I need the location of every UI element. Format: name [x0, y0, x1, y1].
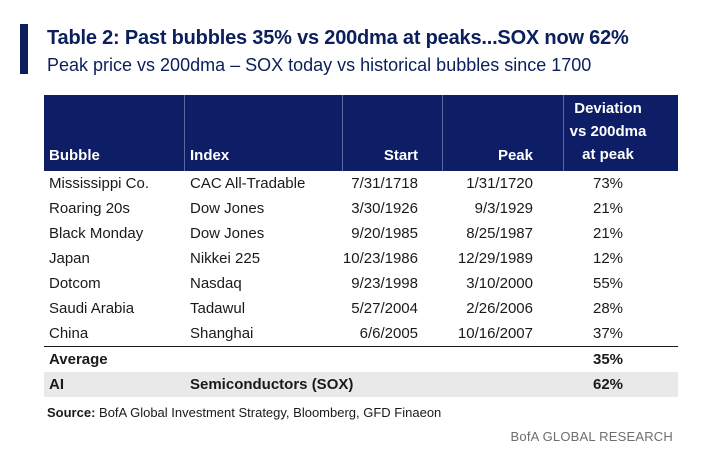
cell-start: 9/20/1985: [351, 225, 418, 242]
cell-start: 6/6/2005: [359, 325, 418, 342]
brand-label: BofA GLOBAL RESEARCH: [510, 429, 673, 444]
ai-bubble: AI: [49, 376, 64, 393]
cell-deviation: 28%: [592, 300, 624, 317]
cell-deviation: 55%: [592, 275, 624, 292]
cell-start: 10/23/1986: [342, 250, 418, 267]
cell-peak: 2/26/2006: [466, 300, 533, 317]
cell-index: CAC All-Tradable: [190, 175, 306, 192]
cell-peak: 12/29/1989: [457, 250, 533, 267]
cell-index: Nikkei 225: [190, 250, 261, 267]
cell-index: Tadawul: [190, 300, 246, 317]
table-row: China Shanghai 6/6/2005 10/16/2007 37%: [44, 321, 678, 346]
bubbles-table: Bubble Index Start Peak Deviation vs 200…: [44, 95, 678, 397]
ai-deviation: 62%: [592, 376, 624, 393]
header-divider: [184, 95, 185, 171]
header-bubble: Bubble: [49, 147, 100, 164]
cell-index: Shanghai: [190, 325, 254, 342]
cell-bubble: Black Monday: [49, 225, 144, 242]
table-row: Saudi Arabia Tadawul 5/27/2004 2/26/2006 28%: [44, 296, 678, 321]
cell-deviation: 21%: [592, 200, 624, 217]
ai-index: Semiconductors (SOX): [190, 376, 354, 393]
cell-peak: 10/16/2007: [457, 325, 533, 342]
cell-deviation: 37%: [592, 325, 624, 342]
ai-row: AI Semiconductors (SOX) 62%: [44, 372, 678, 397]
header-peak: Peak: [497, 147, 533, 164]
source-note: Source: BofA Global Investment Strategy,…: [47, 405, 441, 420]
table-row: Roaring 20s Dow Jones 3/30/1926 9/3/1929 21%: [44, 196, 678, 221]
page-subtitle: Peak price vs 200dma – SOX today vs hist…: [47, 55, 592, 75]
table-row: Dotcom Nasdaq 9/23/1998 3/10/2000 55%: [44, 271, 678, 296]
average-row: Average 35%: [44, 347, 678, 372]
table-row: Mississippi Co. CAC All-Tradable 7/31/1718…: [44, 171, 678, 196]
header-divider: [563, 95, 564, 171]
header-divider: [442, 95, 443, 171]
cell-deviation: 12%: [592, 250, 624, 267]
source-text: BofA Global Investment Strategy, Bloombe…: [95, 405, 442, 420]
cell-deviation: 73%: [592, 175, 624, 192]
cell-start: 5/27/2004: [351, 300, 418, 317]
cell-bubble: Mississippi Co.: [49, 175, 150, 192]
header-deviation-line1: Deviation: [574, 100, 642, 117]
cell-peak: 8/25/1987: [466, 225, 533, 242]
cell-peak: 9/3/1929: [474, 200, 533, 217]
cell-peak: 3/10/2000: [466, 275, 533, 292]
header-deviation: Deviation vs 200dma at peak: [558, 97, 658, 166]
cell-bubble: Saudi Arabia: [49, 300, 135, 317]
average-separator: [44, 346, 678, 347]
table-row: Japan Nikkei 225 10/23/1986 12/29/1989 12%: [44, 246, 678, 271]
cell-start: 9/23/1998: [351, 275, 418, 292]
header-start: Start: [383, 147, 418, 164]
cell-start: 7/31/1718: [351, 175, 418, 192]
average-label: Average: [49, 351, 108, 368]
table-row: Black Monday Dow Jones 9/20/1985 8/25/1987 2…: [44, 221, 678, 246]
header-deviation-line3: at peak: [582, 146, 634, 163]
cell-bubble: Roaring 20s: [49, 200, 130, 217]
cell-bubble: China: [49, 325, 89, 342]
average-deviation: 35%: [592, 351, 624, 368]
table-header: Bubble Index Start Peak Deviation vs 200…: [44, 95, 678, 171]
table-body: Mississippi Co. CAC All-Tradable 7/31/1718…: [44, 171, 678, 346]
cell-peak: 1/31/1720: [466, 175, 533, 192]
cell-bubble: Dotcom: [49, 275, 101, 292]
cell-bubble: Japan: [49, 250, 90, 267]
source-label: Source:: [47, 405, 96, 420]
header-index: Index: [190, 147, 230, 164]
cell-start: 3/30/1926: [351, 200, 418, 217]
cell-index: Dow Jones: [190, 225, 265, 242]
header-divider: [342, 95, 343, 171]
cell-deviation: 21%: [592, 225, 624, 242]
page-title: Table 2: Past bubbles 35% vs 200dma at p…: [47, 27, 629, 49]
cell-index: Dow Jones: [190, 200, 265, 217]
cell-index: Nasdaq: [190, 275, 242, 292]
header-deviation-line2: vs 200dma: [569, 123, 647, 140]
title-accent-bar: [20, 24, 28, 74]
